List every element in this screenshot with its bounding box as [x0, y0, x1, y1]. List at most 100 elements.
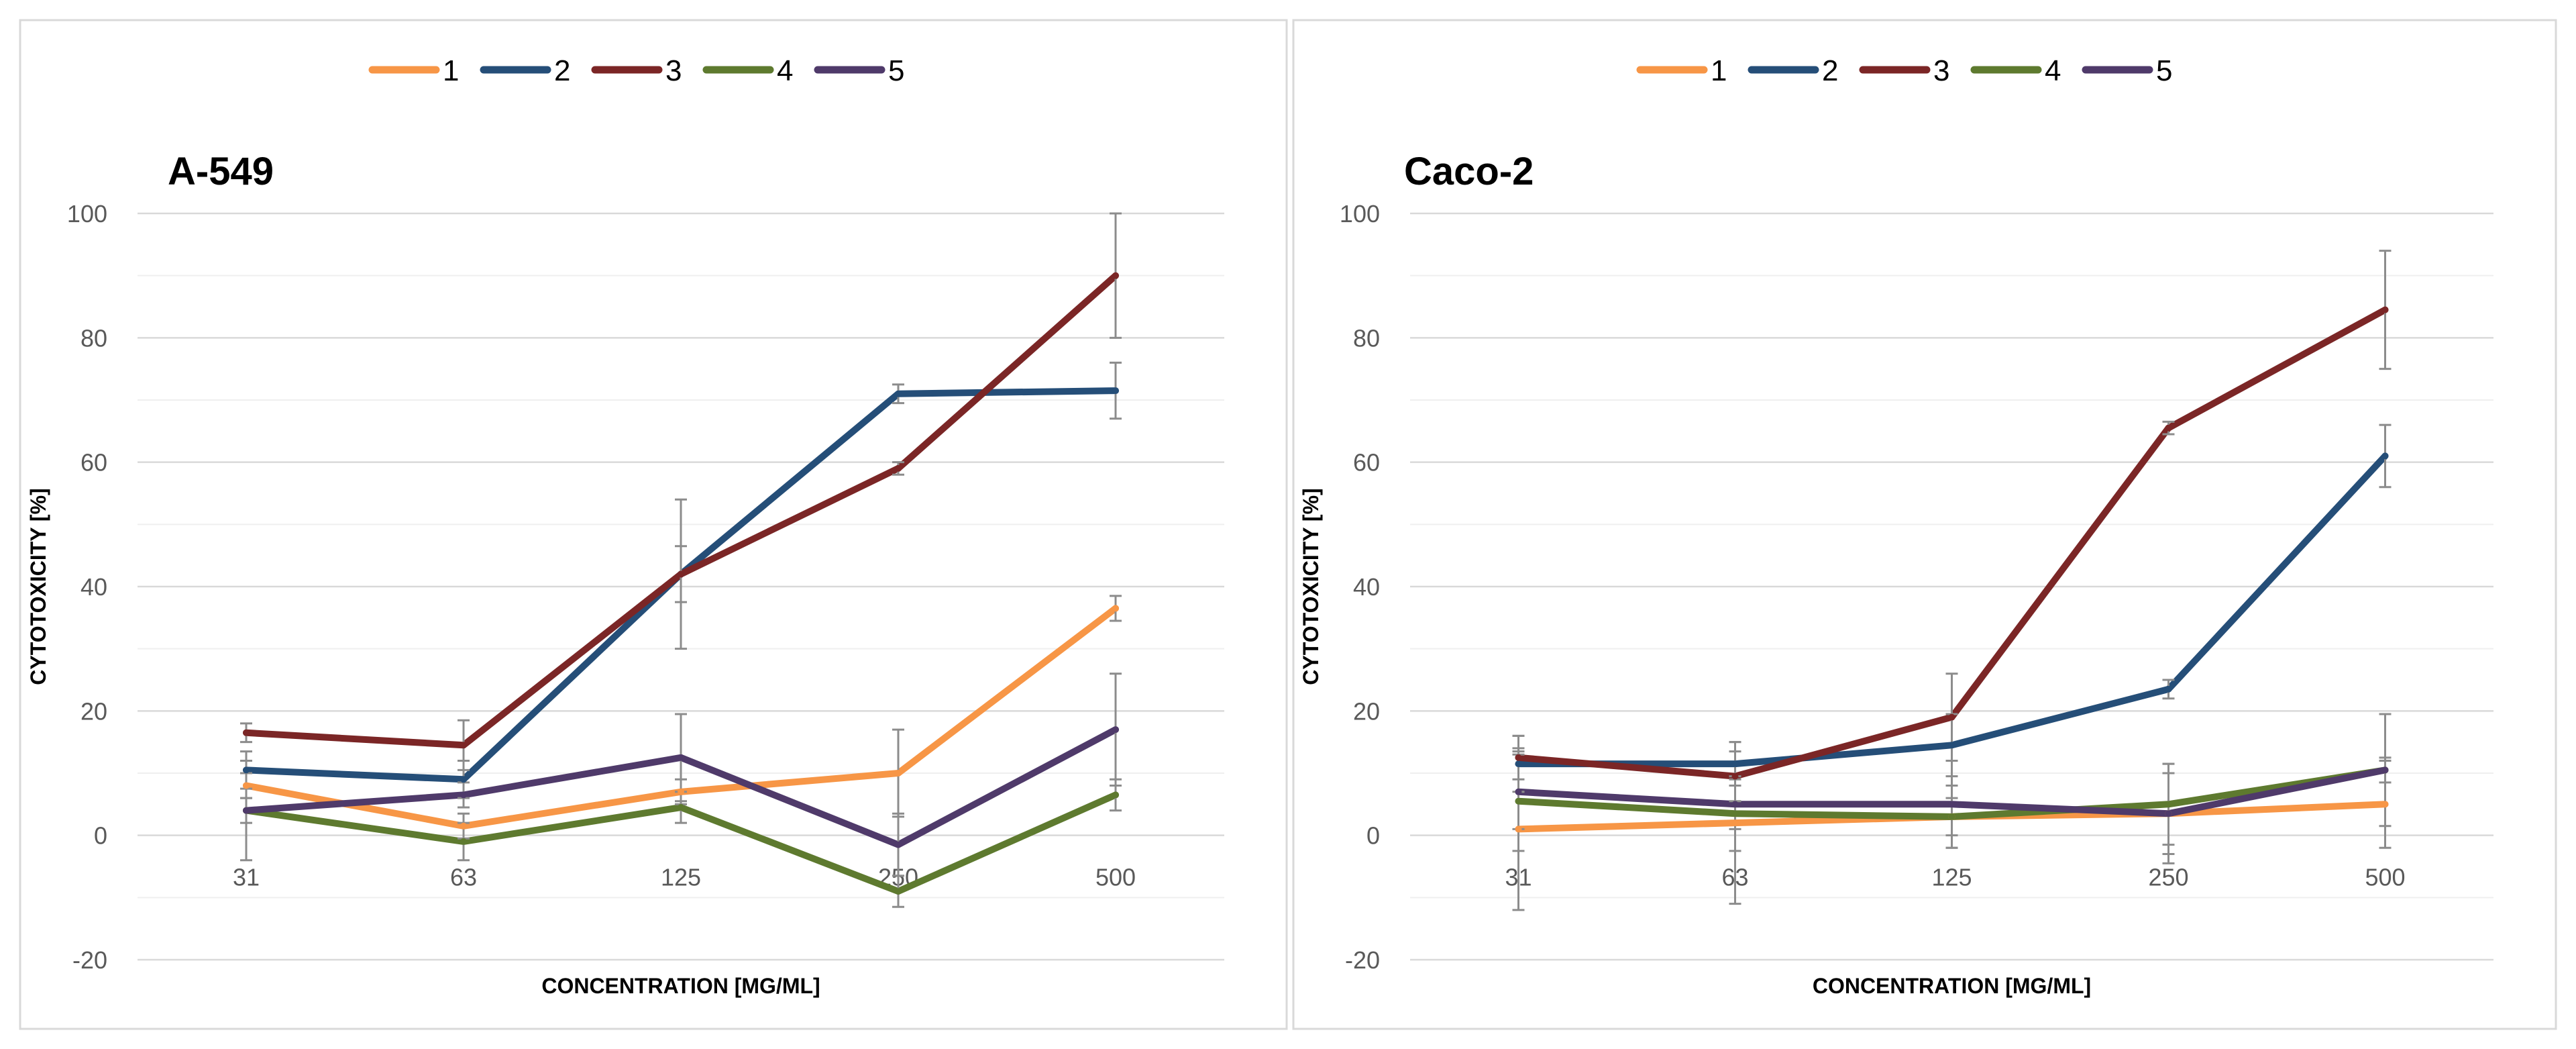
- x-tick-label: 500: [2365, 864, 2405, 891]
- data-point-series-3: [460, 742, 467, 749]
- data-point-series-3: [1112, 272, 1119, 279]
- y-tick-label: 40: [80, 573, 107, 601]
- data-points: [1515, 306, 2389, 833]
- data-point-series-1: [1112, 605, 1119, 612]
- y-tick-label: -20: [72, 946, 107, 974]
- y-tick-label: 80: [80, 324, 107, 352]
- data-point-series-2: [1731, 760, 1739, 768]
- data-point-series-2: [460, 776, 467, 783]
- legend-label: 3: [665, 54, 682, 87]
- y-tick-label: 60: [1353, 449, 1380, 477]
- data-point-series-5: [2381, 766, 2389, 774]
- data-point-series-4: [1112, 791, 1119, 799]
- x-tick-label: 63: [450, 864, 477, 891]
- legend-item-4: 4: [1970, 54, 2061, 87]
- data-point-series-5: [2165, 810, 2172, 817]
- legend-item-5: 5: [814, 54, 904, 87]
- legend-item-2: 2: [1748, 54, 1838, 87]
- data-points: [243, 272, 1119, 895]
- y-tick-label: 100: [1340, 200, 1380, 228]
- data-point-series-2: [2381, 452, 2389, 460]
- x-tick-label: 31: [233, 864, 260, 891]
- legend-label: 1: [443, 54, 459, 87]
- data-point-series-5: [1731, 801, 1739, 808]
- data-point-series-4: [1948, 813, 1955, 820]
- data-point-series-3: [2165, 424, 2172, 432]
- x-axis-title: CONCENTRATION [MG/ML]: [541, 974, 820, 998]
- y-tick-label: 40: [1353, 573, 1380, 601]
- legend-label: 1: [1711, 54, 1727, 87]
- data-point-series-4: [1731, 810, 1739, 817]
- legend-item-3: 3: [1859, 54, 1949, 87]
- legend-label: 2: [1822, 54, 1838, 87]
- legend-label: 4: [2045, 54, 2061, 87]
- x-tick-label: 500: [1095, 864, 1136, 891]
- data-point-series-3: [243, 729, 250, 736]
- y-tick-label: 0: [1366, 822, 1380, 850]
- data-point-series-3: [2381, 306, 2389, 313]
- data-point-series-3: [895, 464, 902, 472]
- data-point-series-3: [1515, 754, 1522, 761]
- panel-title: A-549: [168, 150, 274, 193]
- y-tick-label: 100: [67, 200, 107, 228]
- legend-label: 5: [2156, 54, 2172, 87]
- data-point-series-5: [895, 841, 902, 848]
- y-tick-label: -20: [1345, 946, 1380, 974]
- legend-item-1: 1: [1636, 54, 1727, 87]
- data-point-series-3: [1948, 713, 1955, 721]
- data-point-series-1: [2381, 801, 2389, 808]
- data-point-series-1: [1515, 826, 1522, 833]
- data-point-series-5: [243, 807, 250, 814]
- data-point-series-5: [678, 754, 684, 761]
- y-axis-title: CYTOTOXICITY [%]: [1299, 488, 1323, 685]
- data-point-series-5: [1112, 726, 1119, 734]
- data-point-series-2: [243, 766, 250, 774]
- x-tick-label: 250: [2148, 864, 2188, 891]
- data-point-series-1: [1731, 819, 1739, 827]
- data-point-series-2: [1112, 387, 1119, 395]
- y-tick-label: 20: [1353, 697, 1380, 725]
- y-tick-label: 80: [1353, 324, 1380, 352]
- data-point-series-4: [678, 803, 684, 811]
- legend-item-4: 4: [702, 54, 793, 87]
- data-point-series-4: [460, 838, 467, 845]
- data-point-series-4: [2165, 801, 2172, 808]
- x-axis-title: CONCENTRATION [MG/ML]: [1813, 974, 2091, 998]
- legend-item-2: 2: [480, 54, 570, 87]
- legend: 1 2 3 4 5: [368, 54, 904, 87]
- x-tick-label: 125: [661, 864, 701, 891]
- y-tick-label: 60: [80, 449, 107, 477]
- data-point-series-2: [895, 390, 902, 397]
- y-tick-label: 0: [94, 822, 107, 850]
- data-point-series-1: [460, 822, 467, 830]
- data-point-series-3: [1731, 772, 1739, 780]
- data-point-series-3: [678, 570, 684, 578]
- data-point-series-5: [460, 791, 467, 799]
- data-point-series-2: [1948, 742, 1955, 749]
- legend-label: 2: [554, 54, 570, 87]
- gridlines: [1410, 212, 2493, 961]
- y-axis-title: CYTOTOXICITY [%]: [26, 488, 50, 685]
- legend-label: 5: [888, 54, 904, 87]
- data-point-series-4: [895, 888, 902, 895]
- legend-item-1: 1: [368, 54, 459, 87]
- data-point-series-5: [1515, 788, 1522, 795]
- legend-label: 4: [777, 54, 793, 87]
- panel-title: Caco-2: [1404, 150, 1534, 193]
- y-tick-label: 20: [80, 697, 107, 725]
- data-point-series-2: [1515, 760, 1522, 768]
- data-point-series-1: [895, 770, 902, 777]
- data-point-series-4: [1515, 797, 1522, 805]
- data-point-series-5: [1948, 801, 1955, 808]
- x-tick-label: 125: [1931, 864, 1972, 891]
- legend: 1 2 3 4 5: [1636, 54, 2172, 87]
- legend-item-3: 3: [591, 54, 682, 87]
- data-point-series-1: [678, 788, 684, 795]
- data-point-series-1: [243, 782, 250, 789]
- legend-label: 3: [1933, 54, 1949, 87]
- legend-item-5: 5: [2082, 54, 2172, 87]
- data-point-series-2: [2165, 685, 2172, 693]
